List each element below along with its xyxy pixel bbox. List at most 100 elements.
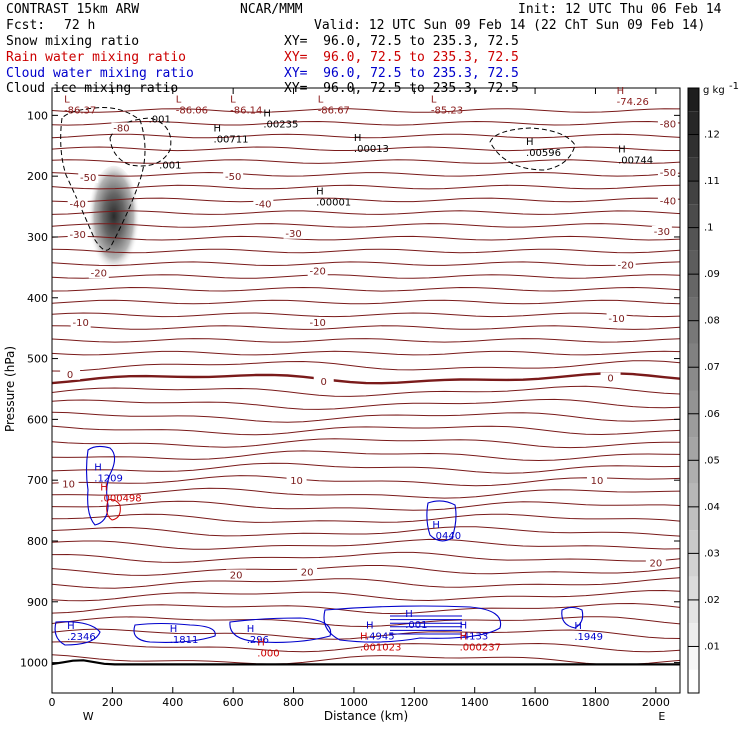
extremum-marker: H	[618, 144, 626, 155]
rain-contour	[106, 499, 121, 521]
x-tick-label: 1200	[400, 696, 428, 709]
extremum-value: .00001	[316, 197, 351, 208]
extremum-marker: H	[354, 133, 362, 144]
isotherm-line	[51, 538, 681, 550]
y-tick-label: 700	[27, 474, 48, 487]
temperature-label: -80	[660, 119, 676, 130]
extremum-marker: L	[318, 94, 324, 105]
x-tick-label: 600	[223, 696, 244, 709]
extremum-value: -85.23	[431, 105, 463, 116]
extremum-marker: H	[360, 631, 368, 642]
snow-shading	[87, 165, 140, 278]
y-tick-label: 100	[27, 109, 48, 122]
extremum-value: .00744	[618, 155, 653, 166]
extremum-marker: L	[64, 94, 70, 105]
temp-label-bg	[70, 317, 91, 329]
isotherm-line	[51, 551, 681, 563]
extremum-value: .00711	[214, 135, 249, 146]
colorbar-tick-label: .06	[704, 409, 720, 420]
west-label: W	[83, 710, 94, 723]
colorbar-band	[688, 204, 699, 228]
colorbar-tick-label: .07	[704, 362, 720, 373]
colorbar-tick-label: .1	[704, 223, 714, 234]
extremum-value: .2346	[67, 632, 96, 643]
extremum-marker: H	[405, 609, 413, 620]
isotherm-line	[51, 526, 681, 537]
y-tick-label: 300	[27, 231, 48, 244]
y-tick-label: 400	[27, 292, 48, 305]
colorbar-tick-label: .11	[704, 176, 720, 187]
colorbar-band	[688, 250, 699, 275]
y-tick-label: 900	[27, 596, 48, 609]
temperature-label: 10	[62, 479, 75, 490]
colorbar-band	[688, 646, 699, 670]
isotherm-line	[51, 398, 681, 410]
extremum-marker: H	[94, 462, 102, 473]
temp-label-bg	[313, 376, 334, 388]
temperature-label: -20	[91, 268, 107, 279]
temperature-label: 20	[301, 567, 314, 578]
temperature-label: 0	[607, 373, 613, 384]
temp-label-bg	[78, 171, 99, 183]
temp-label-bg	[253, 198, 274, 210]
x-tick-label: 2000	[642, 696, 670, 709]
extremum-marker: L	[230, 94, 236, 105]
colorbar-band	[688, 181, 699, 205]
colorbar-tick-label: .02	[704, 595, 720, 606]
extremum-marker: H	[67, 621, 75, 632]
temp-label-bg	[67, 228, 88, 240]
cloud-water-contour	[426, 500, 457, 542]
y-axis-label: Pressure (hPa)	[3, 346, 17, 432]
temp-label-bg	[307, 265, 328, 277]
extremum-marker: H	[170, 624, 178, 635]
isotherm-line	[51, 565, 681, 576]
isotherm-line	[51, 350, 681, 356]
extremum-value: .000498	[100, 493, 141, 504]
cloud-water-contour	[133, 622, 216, 643]
field-snow-name: Snow mixing ratio	[6, 34, 140, 49]
extremum-value: .4945	[366, 631, 395, 642]
valid-time: Valid: 12 UTC Sun 09 Feb 14 (22 ChT Sun …	[314, 18, 706, 33]
colorbar-band	[688, 599, 699, 624]
colorbar-band	[688, 623, 699, 647]
extremum-marker: H	[100, 482, 108, 493]
extremum-value: -86.37	[64, 105, 96, 116]
colorbar-band	[688, 88, 699, 112]
temperature-label: -50	[660, 168, 676, 179]
temperature-label: -30	[654, 227, 670, 238]
colorbar-band	[688, 157, 699, 182]
terrain-line	[51, 659, 680, 666]
colorbar-band	[688, 530, 699, 554]
isotherm-line	[51, 133, 681, 139]
isotherm-line	[51, 235, 681, 241]
isotherm-line	[51, 438, 681, 449]
colorbar-band	[688, 437, 699, 461]
colorbar-band	[688, 390, 699, 414]
temperature-label: 0	[67, 370, 73, 381]
snow-contour	[109, 117, 172, 167]
colorbar-unit: g kg	[703, 85, 725, 96]
temperature-label: -20	[617, 260, 633, 271]
extremum-marker: L	[431, 94, 437, 105]
extremum-value: .00235	[263, 119, 298, 130]
extremum-marker: H	[247, 624, 255, 635]
temp-label-bg	[226, 569, 247, 581]
temperature-label: -10	[310, 318, 326, 329]
temp-label-bg	[586, 475, 607, 487]
temp-label-bg	[60, 368, 81, 380]
y-tick-label: 800	[27, 535, 48, 548]
temp-label-bg	[645, 557, 666, 569]
temp-label-bg	[286, 475, 307, 487]
colorbar-band	[688, 227, 699, 251]
temp-label-bg	[223, 171, 244, 183]
temp-label-bg	[657, 195, 678, 207]
cloud-water-contour	[561, 606, 584, 629]
extremum-value: .1811	[170, 635, 199, 646]
extremum-marker: L	[176, 94, 182, 105]
colorbar-band	[688, 576, 699, 600]
isotherm-line	[51, 641, 681, 653]
extremum-value: .00596	[526, 148, 561, 159]
y-tick-label: 600	[27, 413, 48, 426]
init-time: Init: 12 UTC Thu 06 Feb 14	[518, 2, 722, 17]
